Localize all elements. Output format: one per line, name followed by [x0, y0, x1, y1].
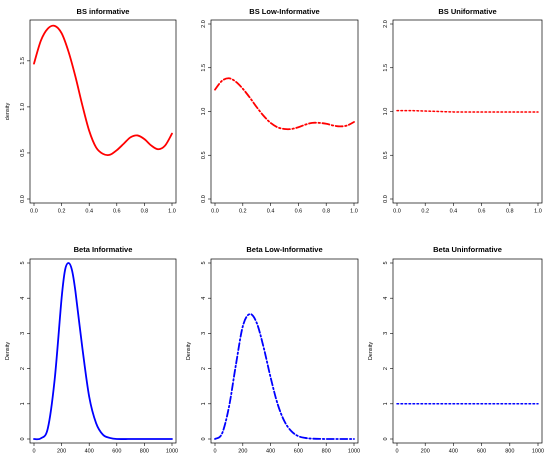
y-tick-label: 2: [20, 367, 26, 370]
density-line: [33, 24, 173, 156]
y-tick-label: 3: [201, 332, 207, 335]
x-tick-label: 0.6: [478, 209, 486, 215]
x-tick-label: 0.2: [421, 209, 429, 215]
density-line: [33, 262, 173, 441]
chart-panel-4: Beta Informative Density 0 200 400 600 800 1000…: [5, 245, 178, 455]
chart-panel-2: BS Low-Informative 0.0 0.2 0.4 0.6 0.8 1.0 0.0 0…: [201, 7, 359, 215]
chart-title: Beta Uninformative: [433, 245, 502, 254]
chart-title: Beta Low-Informative: [246, 245, 322, 254]
x-tick-label: 600: [477, 449, 486, 455]
y-tick-label: 5: [20, 261, 26, 264]
y-tick-label: 1.0: [383, 108, 389, 116]
y-tick-label: 1: [20, 402, 26, 405]
plot-frame: [210, 19, 359, 204]
y-tick-label: 4: [383, 297, 389, 300]
x-tick-label: 0.4: [267, 209, 275, 215]
y-tick-label: 2.0: [383, 20, 389, 28]
y-tick-label: 0: [201, 437, 207, 440]
chart-title: BS Low-Informative: [249, 7, 319, 16]
chart-panel-3: BS Uniformative 0.0 0.2 0.4 0.6 0.8 1.0 0.0 0.5 1…: [383, 7, 543, 215]
y-axis-label: Density: [186, 342, 192, 361]
y-tick-label: 5: [201, 261, 207, 264]
y-tick-label: 1.5: [383, 64, 389, 72]
density-line: [214, 77, 355, 131]
x-tick-label: 0.2: [58, 209, 66, 215]
x-tick-label: 1000: [532, 449, 544, 455]
x-tick-label: 0.8: [322, 209, 330, 215]
y-tick-label: 0: [383, 437, 389, 440]
y-tick-label: 1: [383, 402, 389, 405]
plot-frame: [392, 19, 543, 204]
x-tick-label: 0.4: [450, 209, 458, 215]
plot-frame: [29, 258, 177, 444]
x-tick-label: 800: [505, 449, 514, 455]
y-tick-label: 0: [20, 437, 26, 440]
x-tick-label: 1000: [348, 449, 360, 455]
y-tick-label: 3: [383, 332, 389, 335]
y-axis-label: Density: [368, 342, 374, 361]
y-tick-label: 2: [201, 367, 207, 370]
x-tick-label: 0.8: [141, 209, 149, 215]
plot-frame: [392, 258, 543, 444]
y-tick-label: 1.5: [20, 57, 26, 65]
x-tick-label: 0: [32, 449, 35, 455]
x-tick-label: 0: [395, 449, 398, 455]
x-tick-label: 600: [294, 449, 303, 455]
x-tick-label: 0.0: [30, 209, 38, 215]
x-tick-label: 0.6: [295, 209, 303, 215]
x-tick-label: 800: [322, 449, 331, 455]
plot-frame: [29, 19, 177, 204]
x-tick-label: 0.2: [239, 209, 247, 215]
x-tick-label: 1.0: [350, 209, 358, 215]
y-tick-label: 1.0: [201, 108, 207, 116]
y-axis-label: Density: [5, 342, 11, 361]
y-tick-label: 0.5: [201, 151, 207, 159]
y-tick-label: 1.0: [20, 103, 26, 111]
y-tick-label: 2: [383, 367, 389, 370]
x-tick-label: 1.0: [168, 209, 176, 215]
chart-title: Beta Informative: [74, 245, 133, 254]
plot-frame: [210, 258, 359, 444]
chart-panel-5: Beta Low-Informative Density 0 200 400 600 800…: [186, 245, 360, 455]
x-tick-label: 800: [140, 449, 149, 455]
chart-panel-1: BS informative density 0.0 0.2 0.4 0.6 0.8 1.0 0…: [5, 7, 177, 215]
x-tick-label: 0.0: [211, 209, 219, 215]
density-line: [396, 109, 539, 113]
x-tick-label: 1.0: [534, 209, 542, 215]
x-tick-label: 200: [421, 449, 430, 455]
y-tick-label: 0.5: [20, 149, 26, 157]
chart-title: BS Uniformative: [438, 7, 496, 16]
chart-title: BS informative: [77, 7, 130, 16]
y-tick-label: 0.0: [383, 195, 389, 203]
x-tick-label: 0.8: [506, 209, 514, 215]
x-tick-label: 400: [449, 449, 458, 455]
x-tick-label: 0.0: [393, 209, 401, 215]
y-tick-label: 0.5: [383, 151, 389, 159]
x-tick-label: 1000: [166, 449, 178, 455]
y-tick-label: 0.0: [20, 195, 26, 203]
y-tick-label: 2.0: [201, 20, 207, 28]
density-line: [214, 313, 355, 440]
y-tick-label: 4: [201, 297, 207, 300]
x-tick-label: 400: [266, 449, 275, 455]
x-tick-label: 0.4: [85, 209, 93, 215]
x-tick-label: 400: [85, 449, 94, 455]
y-tick-label: 5: [383, 261, 389, 264]
x-tick-label: 0: [213, 449, 216, 455]
y-axis-label: density: [5, 103, 11, 121]
x-tick-label: 200: [57, 449, 66, 455]
x-tick-label: 0.6: [113, 209, 121, 215]
x-tick-label: 600: [112, 449, 121, 455]
x-tick-label: 200: [238, 449, 247, 455]
y-tick-label: 4: [20, 297, 26, 300]
y-tick-label: 1.5: [201, 64, 207, 72]
y-tick-label: 1: [201, 402, 207, 405]
y-tick-label: 0.0: [201, 195, 207, 203]
y-tick-label: 3: [20, 332, 26, 335]
